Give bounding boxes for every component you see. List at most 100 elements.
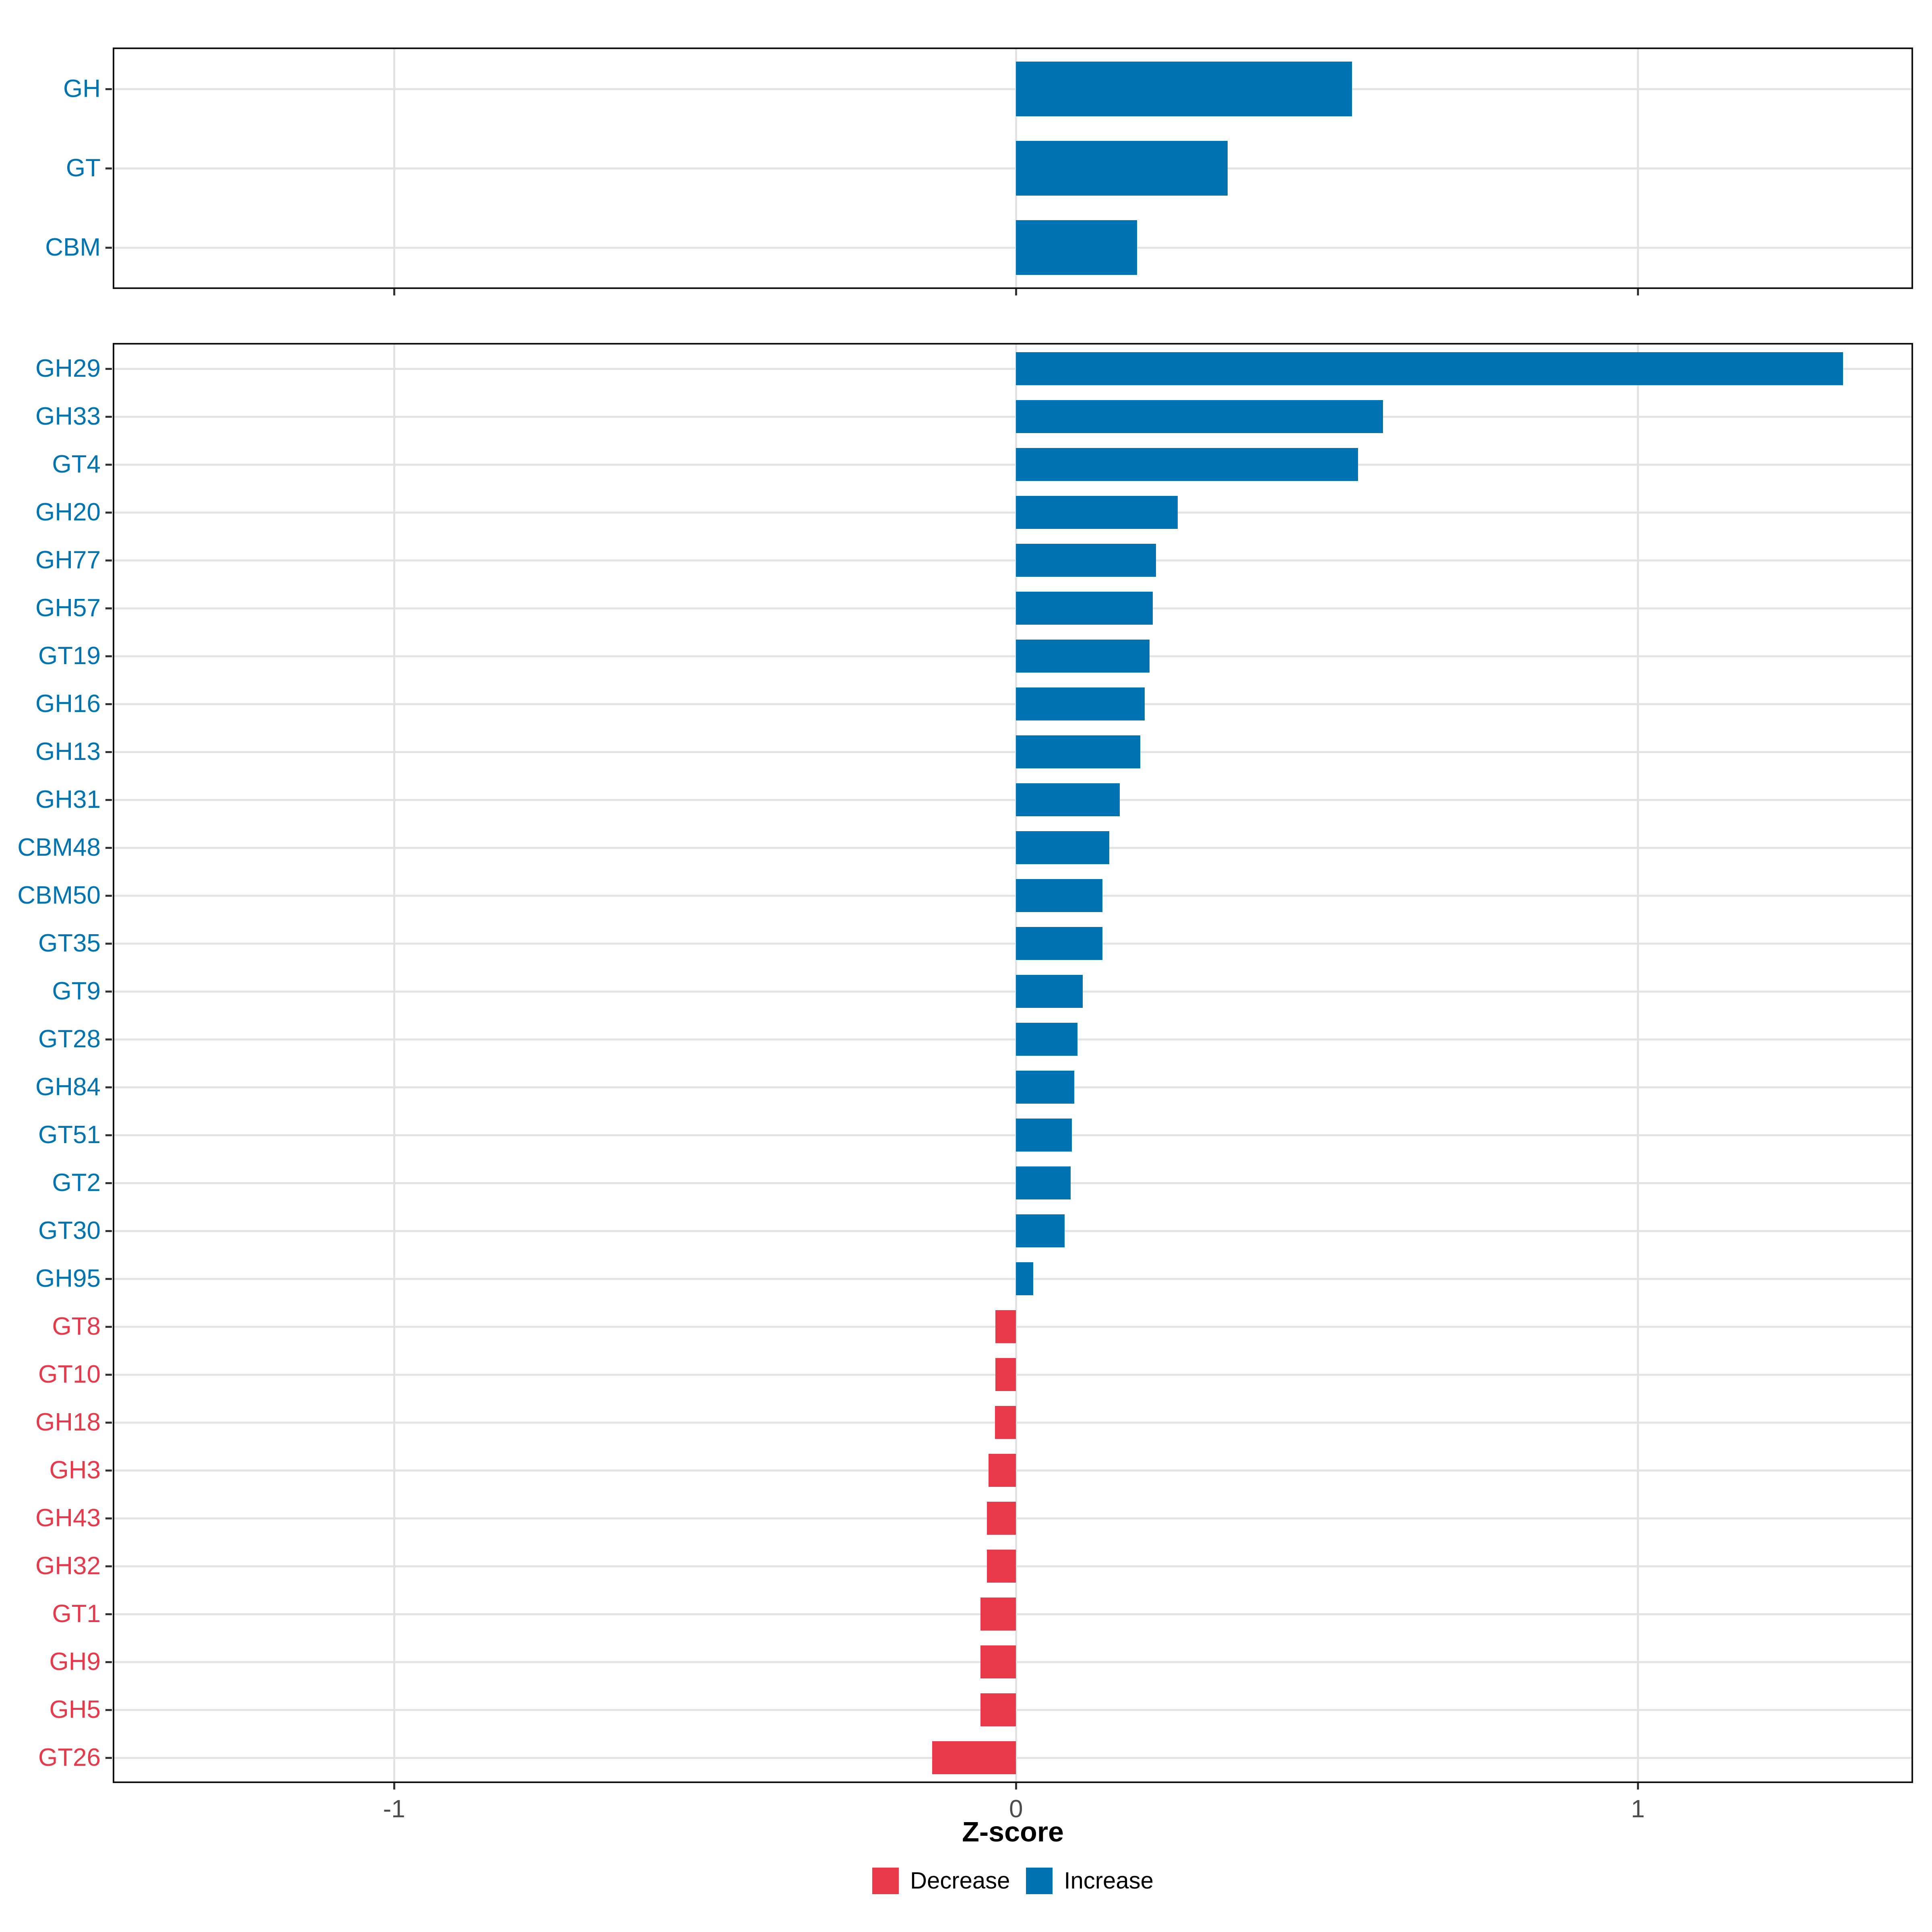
bar-row-GH13	[114, 728, 1911, 776]
bar-GT28	[1016, 1022, 1078, 1056]
legend-item-decrease: Decrease	[872, 1868, 1010, 1894]
row-gridline	[114, 703, 1911, 705]
x-tick-0-panel-1	[1015, 1783, 1018, 1790]
y-tick-GT19	[105, 655, 112, 657]
y-label-GT10: GT10	[38, 1360, 101, 1388]
bar-GT	[1016, 140, 1228, 196]
y-tick-CBM50	[105, 894, 112, 897]
y-tick-CBM	[105, 247, 112, 249]
row-gridline	[114, 88, 1911, 90]
y-tick-GH84	[105, 1086, 112, 1088]
bar-row-GH18	[114, 1398, 1911, 1446]
x-axis-title: Z-score	[962, 1816, 1064, 1847]
bar-GT19	[1016, 639, 1150, 673]
bar-GH33	[1016, 400, 1383, 433]
row-gridline	[114, 463, 1911, 466]
bar-row-GT30	[114, 1207, 1911, 1255]
bar-GH84	[1016, 1070, 1075, 1104]
bar-row-GT26	[114, 1734, 1911, 1781]
bar-row-GH57	[114, 584, 1911, 632]
bar-GT26	[932, 1741, 1016, 1774]
y-tick-GH95	[105, 1278, 112, 1280]
y-label-GH13: GH13	[35, 737, 101, 766]
bar-GH77	[1016, 543, 1156, 577]
y-tick-GT2	[105, 1182, 112, 1184]
row-gridline	[114, 367, 1911, 370]
bar-row-GT1	[114, 1590, 1911, 1638]
vertical-gridline--1	[393, 345, 396, 1781]
row-gridline	[114, 1278, 1911, 1280]
row-gridline	[114, 799, 1911, 801]
bar-row-GH33	[114, 392, 1911, 440]
y-tick-GT30	[105, 1230, 112, 1232]
legend: Decrease Increase	[113, 1863, 1913, 1899]
bar-GH18	[995, 1406, 1016, 1439]
bar-GH31	[1016, 783, 1120, 816]
bar-row-GT4	[114, 440, 1911, 488]
bar-row-GH3	[114, 1446, 1911, 1494]
bar-GT35	[1016, 927, 1102, 960]
bar-row-GT2	[114, 1159, 1911, 1207]
row-gridline	[114, 990, 1911, 993]
y-label-GH84: GH84	[35, 1073, 101, 1101]
y-axis-labels-panel-1: GH29 GH33 GT4 GH20 GH77 GH57 GT19 GH16 GH13 GH31 C…	[0, 345, 101, 1781]
bar-GT2	[1016, 1166, 1071, 1199]
bar-GT51	[1016, 1118, 1072, 1152]
y-label-GH16: GH16	[35, 689, 101, 718]
y-label-GT9: GT9	[52, 977, 101, 1005]
bar-row-GT10	[114, 1350, 1911, 1398]
y-label-GT1: GT1	[52, 1600, 101, 1628]
y-tick-GH32	[105, 1565, 112, 1567]
x-tick-1-panel-1	[1637, 1783, 1639, 1790]
y-label-CBM50: CBM50	[17, 881, 101, 909]
y-tick-GT10	[105, 1373, 112, 1376]
y-label-GH43: GH43	[35, 1504, 101, 1532]
row-gridline	[114, 751, 1911, 753]
y-tick-CBM48	[105, 846, 112, 849]
bar-GH16	[1016, 687, 1145, 720]
x-tick-label-1: 1	[1631, 1795, 1645, 1823]
x-tick--1-panel-1	[393, 1783, 396, 1790]
decrease-color-key	[872, 1868, 899, 1894]
y-axis-ticks-panel-1	[105, 345, 113, 1781]
bar-GH	[1016, 61, 1352, 116]
bar-GT8	[995, 1310, 1016, 1343]
bar-row-CBM48	[114, 824, 1911, 871]
y-tick-GH9	[105, 1661, 112, 1663]
bar-row-GH95	[114, 1255, 1911, 1302]
bar-row-GH	[114, 49, 1911, 128]
top-panel	[113, 47, 1913, 289]
bar-GH3	[989, 1453, 1016, 1487]
y-tick-GH29	[105, 367, 112, 370]
y-tick-GH43	[105, 1517, 112, 1519]
bar-row-GT28	[114, 1015, 1911, 1063]
bar-row-GH77	[114, 536, 1911, 584]
y-label-GT30: GT30	[38, 1216, 101, 1245]
bar-row-GH32	[114, 1542, 1911, 1590]
y-tick-GH31	[105, 799, 112, 801]
bar-GT9	[1016, 974, 1083, 1008]
y-label-GH77: GH77	[35, 546, 101, 574]
y-tick-GT8	[105, 1325, 112, 1328]
row-gridline	[114, 655, 1911, 657]
y-label-GT8: GT8	[52, 1312, 101, 1340]
bar-row-CBM50	[114, 871, 1911, 919]
bar-CBM48	[1016, 831, 1109, 864]
bar-row-GH16	[114, 680, 1911, 728]
y-label-GT26: GT26	[38, 1743, 101, 1771]
bar-GH29	[1016, 352, 1843, 385]
bar-row-GT35	[114, 919, 1911, 967]
row-gridline	[114, 894, 1911, 897]
bar-row-GH31	[114, 776, 1911, 824]
bar-GH9	[980, 1645, 1016, 1678]
bar-CBM50	[1016, 879, 1102, 912]
y-tick-GT51	[105, 1134, 112, 1136]
bar-row-GH43	[114, 1494, 1911, 1542]
y-label-GT4: GT4	[52, 450, 101, 478]
y-tick-GT4	[105, 463, 112, 466]
y-tick-GH77	[105, 559, 112, 561]
y-label-GT28: GT28	[38, 1025, 101, 1053]
bar-GT10	[995, 1358, 1016, 1391]
y-tick-GT26	[105, 1757, 112, 1759]
